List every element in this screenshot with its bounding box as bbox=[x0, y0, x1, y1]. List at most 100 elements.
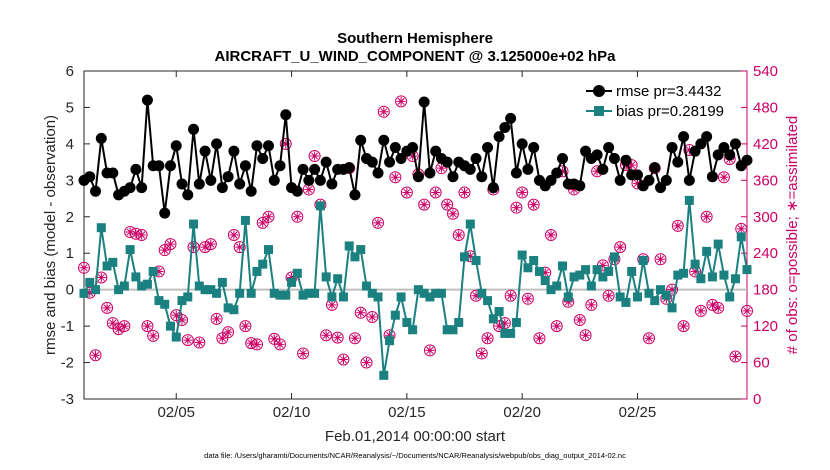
obs-assimilated-point bbox=[517, 187, 527, 197]
rmse-point bbox=[701, 131, 713, 143]
rmse-point bbox=[182, 189, 194, 201]
bias-point bbox=[563, 292, 573, 302]
obs-assimilated-point bbox=[667, 285, 677, 295]
bias-point bbox=[702, 246, 712, 256]
legend-box bbox=[583, 79, 733, 123]
rmse-point bbox=[372, 167, 384, 179]
obs-possible-point bbox=[481, 332, 494, 345]
obs-assimilated-point bbox=[350, 333, 360, 343]
obs-possible-point bbox=[250, 338, 263, 351]
bias-point bbox=[269, 288, 279, 298]
bias-point bbox=[304, 288, 314, 298]
rmse-point bbox=[516, 138, 528, 150]
obs-possible-point bbox=[712, 301, 725, 314]
y-right-tick-label: 420 bbox=[753, 136, 778, 153]
obs-assimilated-point bbox=[206, 239, 216, 249]
obs-assimilated-point bbox=[713, 303, 723, 313]
bias-point bbox=[252, 266, 262, 276]
rmse-point bbox=[528, 142, 540, 154]
bias-point bbox=[736, 232, 746, 242]
rmse-point bbox=[326, 178, 338, 190]
y-axis-label-right: # of obs: o=possible; ∗=assimilated bbox=[784, 116, 801, 355]
bias-point bbox=[258, 259, 268, 269]
obs-assimilated-point bbox=[575, 315, 585, 325]
obs-possible-point bbox=[573, 314, 586, 327]
obs-possible-point bbox=[141, 320, 154, 333]
obs-assimilated-point bbox=[483, 333, 493, 343]
bias-point bbox=[165, 321, 175, 331]
rmse-point bbox=[309, 163, 321, 175]
bias-point bbox=[684, 195, 694, 205]
obs-possible-point bbox=[279, 137, 292, 150]
rmse-point bbox=[706, 171, 718, 183]
bias-point bbox=[327, 292, 337, 302]
bias-point bbox=[189, 219, 199, 229]
obs-assimilated-point bbox=[240, 321, 250, 331]
obs-assimilated-point bbox=[235, 242, 245, 252]
bias-point bbox=[696, 274, 706, 284]
bias-point bbox=[500, 328, 510, 338]
obs-possible-point bbox=[400, 186, 413, 199]
rmse-point bbox=[505, 112, 517, 124]
bias-point bbox=[719, 270, 729, 280]
bias-point bbox=[361, 281, 371, 291]
bias-point bbox=[402, 317, 412, 327]
bias-point bbox=[281, 290, 291, 300]
obs-possible-point bbox=[297, 347, 310, 360]
obs-assimilated-point bbox=[563, 297, 573, 307]
obs-assimilated-point bbox=[102, 303, 112, 313]
bias-point bbox=[586, 281, 596, 291]
obs-possible-point bbox=[504, 289, 517, 302]
rmse-point bbox=[176, 178, 188, 190]
obs-assimilated-point bbox=[598, 260, 608, 270]
obs-possible-point bbox=[164, 238, 177, 251]
obs-assimilated-point bbox=[581, 330, 591, 340]
obs-possible-point bbox=[544, 229, 557, 241]
obs-possible-point bbox=[89, 349, 102, 362]
rmse-point bbox=[257, 152, 269, 164]
bias-point bbox=[390, 310, 400, 320]
bias-point bbox=[292, 268, 302, 278]
y-axis-label-left: rmse and bias (model - observation) bbox=[42, 115, 59, 355]
obs-assimilated-point bbox=[719, 172, 729, 182]
y-left-tick-label: 5 bbox=[66, 99, 74, 116]
rmse-point bbox=[90, 185, 102, 197]
obs-assimilated-point bbox=[604, 291, 614, 301]
obs-assimilated-point bbox=[419, 200, 429, 210]
obs-assimilated-point bbox=[471, 291, 481, 301]
bias-point bbox=[194, 281, 204, 291]
obs-assimilated-point bbox=[540, 268, 550, 278]
obs-assimilated-point bbox=[396, 96, 406, 106]
rmse-point bbox=[205, 174, 217, 186]
obs-assimilated-point bbox=[500, 318, 510, 328]
obs-assimilated-point bbox=[436, 163, 446, 173]
obs-assimilated-point bbox=[702, 212, 712, 222]
bias-point bbox=[575, 270, 585, 280]
rmse-point bbox=[366, 156, 378, 168]
obs-assimilated-point bbox=[684, 145, 694, 155]
rmse-point bbox=[464, 163, 476, 175]
bias-point bbox=[604, 266, 614, 276]
obs-possible-point bbox=[395, 95, 408, 108]
bias-point bbox=[131, 272, 141, 282]
bias-point bbox=[154, 296, 164, 306]
obs-assimilated-point bbox=[534, 333, 544, 343]
bias-point bbox=[442, 325, 452, 335]
bias-point bbox=[356, 245, 366, 255]
y-right-tick-label: 180 bbox=[753, 282, 778, 299]
rmse-point bbox=[222, 171, 234, 183]
obs-assimilated-point bbox=[707, 300, 717, 310]
bias-point bbox=[650, 296, 660, 306]
obs-possible-point bbox=[550, 320, 563, 333]
bias-point bbox=[506, 328, 516, 338]
obs-assimilated-point bbox=[189, 242, 199, 252]
rmse-point bbox=[245, 185, 257, 197]
obs-assimilated-point bbox=[281, 139, 291, 149]
bias-point bbox=[581, 265, 591, 275]
obs-assimilated-point bbox=[696, 306, 706, 316]
bias-point bbox=[385, 336, 395, 346]
bias-point bbox=[742, 265, 752, 275]
bias-point bbox=[235, 288, 245, 298]
bias-point bbox=[558, 261, 568, 271]
obs-assimilated-point bbox=[390, 172, 400, 182]
